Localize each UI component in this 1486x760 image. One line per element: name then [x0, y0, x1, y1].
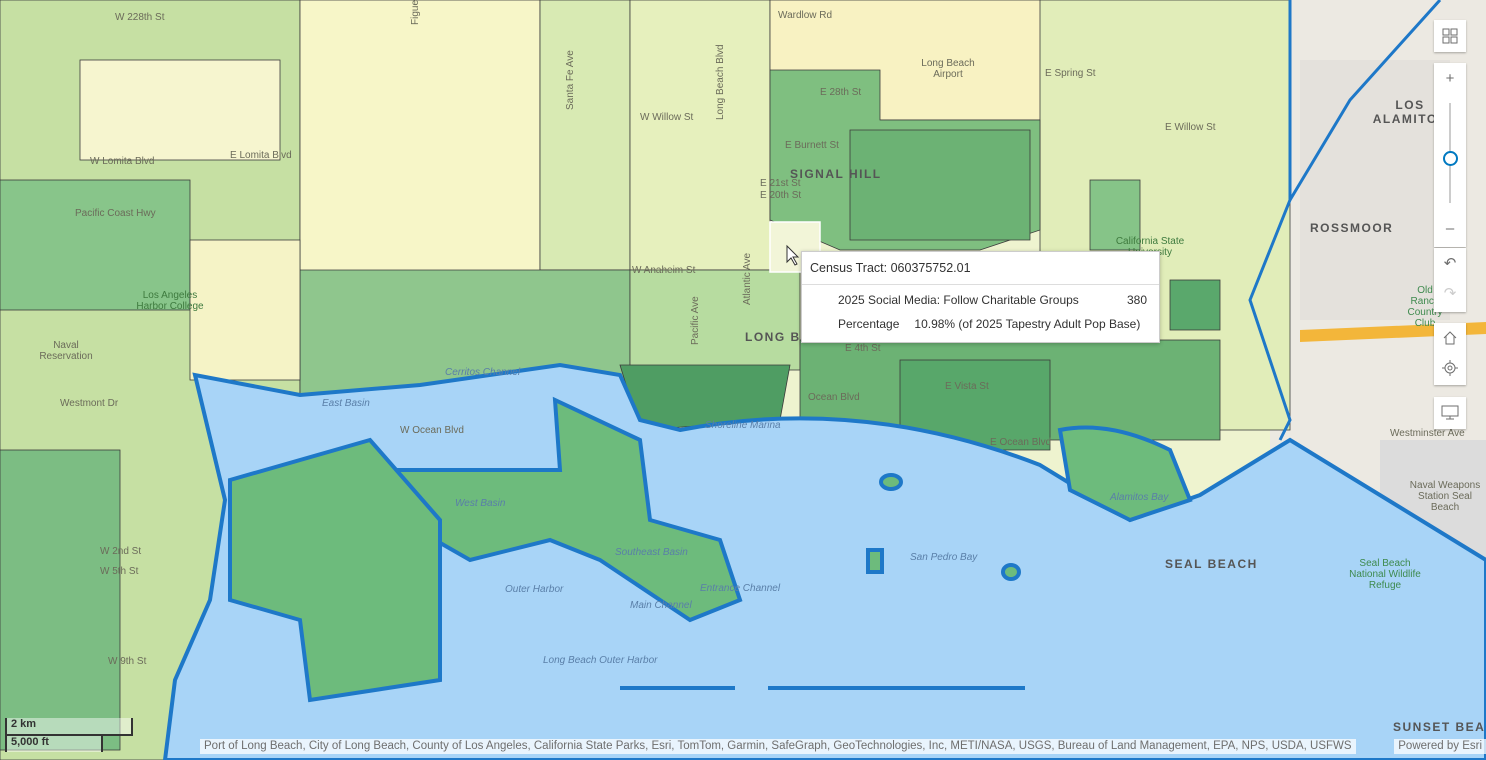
water-label: Entrance Channel: [700, 583, 781, 594]
locate-button[interactable]: [1434, 353, 1466, 383]
street-label: W Ocean Blvd: [400, 425, 464, 436]
street-label: W 5th St: [100, 566, 139, 577]
city-label: LOS ALAMITOS: [1372, 98, 1448, 126]
scalebar-metric: 2 km: [5, 718, 133, 736]
street-label: W 228th St: [115, 12, 165, 23]
home-button[interactable]: [1434, 323, 1466, 353]
county-boundary: [1248, 0, 1292, 441]
street-label: E 4th St: [845, 343, 881, 354]
water-label: West Basin: [455, 498, 506, 509]
zoom-slider[interactable]: [1434, 93, 1466, 213]
street-label: Atlantic Ave: [742, 252, 753, 305]
water-label: Shoreline Marina: [705, 420, 781, 431]
water-san-pedro-bay: [162, 362, 1486, 760]
water-label: Long Beach Outer Harbor: [543, 655, 658, 666]
attribution[interactable]: Port of Long Beach, City of Long Beach, …: [200, 739, 1356, 754]
zoom-slider-thumb[interactable]: [1443, 151, 1458, 166]
water-label: Southeast Basin: [615, 547, 688, 558]
street-label: E Lomita Blvd: [230, 150, 292, 161]
popup-field-label: Percentage: [838, 317, 900, 331]
street-label: W Anaheim St: [632, 265, 696, 276]
street-label: W Lomita Blvd: [90, 156, 155, 167]
street-label: E 21st St: [760, 178, 801, 189]
place-label: Seal Beach National Wildlife Refuge: [1349, 558, 1421, 591]
undo-redo-control: ↶ ↷: [1434, 248, 1466, 312]
street-label: Wardlow Rd: [778, 10, 833, 21]
street-label: W 2nd St: [100, 546, 142, 557]
street-label: Figueroa St: [410, 0, 421, 25]
zoom-out-button[interactable]: –: [1445, 219, 1455, 237]
popup-field-label: 2025 Social Media: Follow Charitable Gro…: [838, 293, 1079, 307]
street-label: E Spring St: [1045, 68, 1096, 79]
popup-field-value: 10.98% (of 2025 Tapestry Adult Pop Base): [914, 317, 1141, 331]
water-label: Alamitos Bay: [1110, 492, 1169, 503]
monitor-icon[interactable]: [1434, 397, 1466, 429]
street-label: E Vista St: [945, 381, 989, 392]
scalebar-imperial: 5,000 ft: [5, 736, 103, 752]
basemap-gallery-button[interactable]: [1434, 20, 1466, 52]
navigation-control: [1434, 323, 1466, 385]
popup-row: 2025 Social Media: Follow Charitable Gro…: [838, 293, 1147, 307]
street-label: E 20th St: [760, 190, 802, 201]
locate-icon: [1442, 360, 1458, 376]
street-label: Ocean Blvd: [808, 392, 860, 403]
undo-button[interactable]: ↶: [1443, 255, 1457, 272]
fullscreen-button[interactable]: [1434, 397, 1466, 429]
water-label: San Pedro Bay: [910, 552, 978, 563]
city-label: SIGNAL HILL: [790, 167, 882, 181]
place-label: Naval Reservation: [39, 340, 93, 362]
street-label: Pacific Ave: [690, 296, 701, 345]
water-label: Outer Harbor: [505, 584, 564, 595]
popup-row: Percentage 10.98% (of 2025 Tapestry Adul…: [838, 317, 1147, 331]
county-boundary-north: [1288, 0, 1442, 201]
street-label: E Ocean Blvd: [990, 437, 1052, 448]
street-label: W 9th St: [108, 656, 147, 667]
place-label: Long Beach Airport: [921, 58, 975, 80]
street-label: Westmont Dr: [60, 398, 119, 409]
basemap-gallery-icon[interactable]: [1434, 20, 1466, 52]
zoom-control: + –: [1434, 63, 1466, 247]
street-label: Westminster Ave: [1390, 428, 1465, 439]
powered-by-esri-link[interactable]: Powered by Esri: [1394, 739, 1486, 754]
mouse-cursor-icon: [786, 244, 800, 266]
street-label: W Willow St: [640, 112, 694, 123]
city-label: ROSSMOOR: [1310, 221, 1394, 235]
feature-popup[interactable]: Census Tract: 060375752.01 2025 Social M…: [801, 251, 1160, 343]
street-label: Pacific Coast Hwy: [75, 208, 156, 219]
street-label: Long Beach Blvd: [715, 44, 726, 120]
popup-title: Census Tract: 060375752.01: [802, 252, 1159, 285]
home-icon: [1443, 331, 1457, 345]
city-label: SUNSET BEACH: [1393, 720, 1486, 734]
census-tracts: [0, 0, 1291, 760]
city-label: SEAL BEACH: [1165, 557, 1258, 571]
zoom-in-button[interactable]: +: [1445, 69, 1455, 87]
street-label: E 28th St: [820, 87, 862, 98]
redo-button[interactable]: ↷: [1443, 285, 1457, 302]
water-label: Cerritos Channel: [445, 367, 521, 378]
street-label: Santa Fe Ave: [565, 50, 576, 110]
place-label: Old Ranch Country Club: [1407, 285, 1443, 329]
water-label: Main Channel: [630, 600, 692, 611]
water-label: East Basin: [322, 398, 370, 409]
place-label: Naval Weapons Station Seal Beach: [1409, 480, 1481, 513]
street-label: E Willow St: [1165, 122, 1216, 133]
street-label: E Burnett St: [785, 140, 839, 151]
popup-field-value: 380: [1126, 293, 1147, 307]
residential-area: [1300, 60, 1450, 320]
harbor-land: [228, 396, 1193, 703]
place-label: Los Angeles Harbor College: [136, 290, 204, 312]
